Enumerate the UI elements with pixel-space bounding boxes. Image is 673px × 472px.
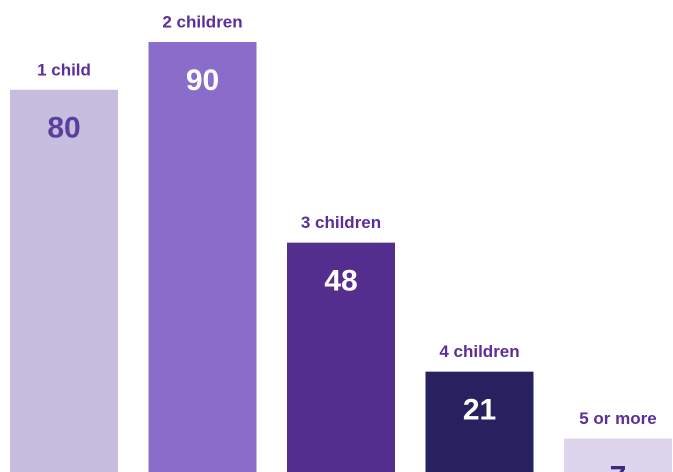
value-label: 7 [610, 460, 627, 472]
category-label: 3 children [301, 213, 381, 232]
value-label: 48 [324, 265, 357, 298]
bar [564, 438, 672, 472]
bar [10, 89, 118, 472]
category-label: 4 children [439, 342, 519, 361]
category-label: 2 children [162, 12, 242, 31]
category-label: 1 child [37, 60, 91, 79]
bar [287, 242, 395, 472]
bar [148, 42, 257, 472]
bar [425, 371, 534, 472]
value-label: 21 [463, 394, 496, 427]
value-label: 80 [47, 112, 80, 145]
category-label: 5 or more [579, 409, 656, 428]
value-label: 90 [186, 64, 219, 97]
